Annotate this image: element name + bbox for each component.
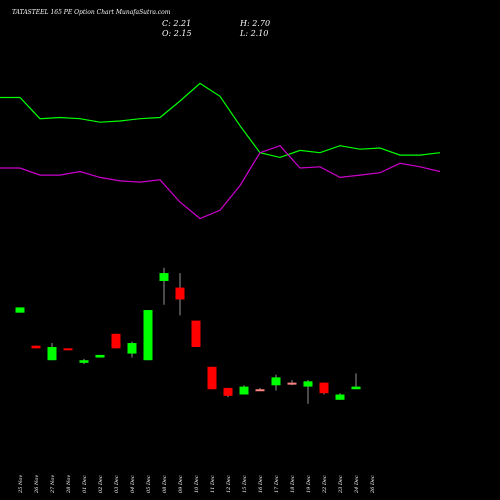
lower-indicator-line [0, 145, 441, 220]
close-value-label: C: 2.21 [162, 19, 192, 28]
x-tick-label: 17 Dec [274, 475, 280, 493]
x-tick-label: 22 Dec [322, 475, 328, 494]
close-value: 2.21 [173, 19, 192, 28]
open-value: 2.15 [173, 29, 192, 38]
x-tick-label: 05 Dec [146, 475, 152, 493]
open-value-label: O: 2.15 [162, 29, 192, 38]
candle-body [111, 333, 121, 349]
upper-indicator-line [0, 82, 441, 159]
x-tick-label: 09 Dec [178, 475, 184, 493]
candle-body [95, 354, 105, 358]
x-tick-label: 11 Dec [210, 475, 216, 493]
candle-body [319, 382, 329, 394]
x-tick-label: 03 Dec [114, 475, 120, 493]
x-tick-label: 25 Nov [18, 475, 24, 494]
candle-body [127, 343, 137, 354]
candle-body [271, 377, 281, 386]
candle-body [15, 307, 25, 313]
x-tick-label: 26 Nov [34, 475, 40, 494]
x-tick-label: 28 Nov [66, 475, 72, 494]
high-value-label: H: 2.70 [240, 19, 271, 28]
x-tick-label: 02 Dec [98, 475, 104, 493]
chart-title: TATASTEEL 165 PE Option Chart MunafaSutr… [12, 9, 171, 16]
x-tick-label: 24 Dec [354, 475, 360, 494]
candle-body [239, 386, 249, 395]
candle-body [303, 381, 313, 387]
candle-body [335, 394, 345, 400]
candle-body [143, 310, 153, 361]
candle-body [351, 386, 361, 390]
candle-body [31, 345, 41, 349]
candle-body [175, 287, 185, 300]
x-tick-label: 26 Dec [370, 475, 376, 494]
x-tick-label: 12 Dec [226, 475, 232, 493]
low-value: 2.10 [250, 29, 269, 38]
x-tick-label: 15 Dec [242, 475, 248, 493]
x-tick-label: 01 Dec [82, 475, 88, 493]
candle-body [255, 389, 265, 392]
candle-body [159, 273, 169, 281]
high-value: 2.70 [252, 19, 271, 28]
candle-body [223, 387, 233, 396]
candle-body [63, 348, 73, 351]
candle-body [47, 347, 57, 361]
x-tick-label: 08 Dec [162, 475, 168, 493]
candle-body [207, 366, 217, 390]
candle-body [287, 382, 297, 385]
low-value-label: L: 2.10 [240, 29, 269, 38]
candle-body [191, 320, 201, 347]
candle-body [79, 360, 89, 363]
x-tick-label: 10 Dec [194, 475, 200, 493]
x-tick-label: 04 Dec [130, 475, 136, 493]
x-tick-label: 16 Dec [258, 475, 264, 493]
x-tick-label: 27 Nov [50, 475, 56, 494]
x-tick-label: 18 Dec [290, 475, 296, 493]
x-tick-label: 19 Dec [306, 475, 312, 493]
x-tick-label: 23 Dec [338, 475, 344, 494]
